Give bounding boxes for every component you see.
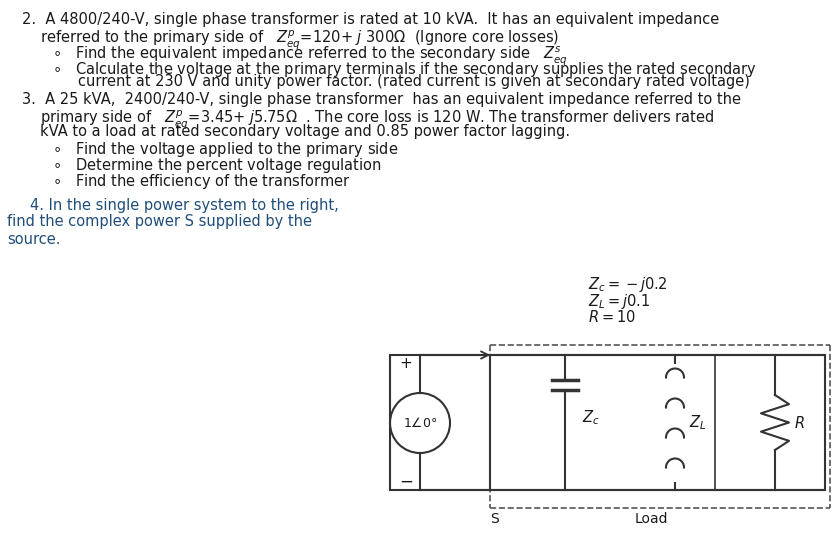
Text: Load: Load — [635, 512, 669, 526]
Bar — [390, 355, 825, 490]
Text: 3.  A 25 kVA,  2400/240-V, single phase transformer  has an equivalent impedance: 3. A 25 kVA, 2400/240-V, single phase tr… — [22, 92, 741, 107]
Text: $1\angle 0°$: $1\angle 0°$ — [403, 416, 437, 430]
Text: $\circ$   Determine the percent voltage regulation: $\circ$ Determine the percent voltage re… — [52, 156, 382, 175]
Text: $R = 10$: $R = 10$ — [588, 309, 636, 325]
Text: $Z_L = j0.1$: $Z_L = j0.1$ — [588, 292, 650, 311]
Text: $\circ$   Find the voltage applied to the primary side: $\circ$ Find the voltage applied to the … — [52, 140, 399, 159]
Text: S: S — [490, 512, 498, 526]
Text: $R$: $R$ — [794, 414, 805, 430]
Text: $\circ$   Find the efficiency of the transformer: $\circ$ Find the efficiency of the trans… — [52, 172, 351, 191]
Text: primary side of   $Z^p_{eq}$=3.45+ $j$5.75$\Omega$  . The core loss is 120 W. Th: primary side of $Z^p_{eq}$=3.45+ $j$5.75… — [40, 108, 714, 131]
Text: $\circ$   Calculate the voltage at the primary terminals if the secondary suppli: $\circ$ Calculate the voltage at the pri… — [52, 60, 757, 79]
Text: $\circ$   Find the equivalent impedance referred to the secondary side   $Z^s_{e: $\circ$ Find the equivalent impedance re… — [52, 44, 568, 67]
Text: +: + — [399, 356, 413, 371]
Text: source.: source. — [7, 232, 60, 247]
Text: current at 230 V and unity power factor. (rated current is given at secondary ra: current at 230 V and unity power factor.… — [78, 74, 750, 89]
Text: $Z_L$: $Z_L$ — [689, 413, 706, 432]
Text: −: − — [399, 473, 413, 491]
Text: kVA to a load at rated secondary voltage and 0.85 power factor lagging.: kVA to a load at rated secondary voltage… — [40, 124, 571, 139]
Text: 4. In the single power system to the right,: 4. In the single power system to the rig… — [30, 198, 339, 213]
Text: 2.  A 4800/240-V, single phase transformer is rated at 10 kVA.  It has an equiva: 2. A 4800/240-V, single phase transforme… — [22, 12, 719, 27]
Text: $Z_c$: $Z_c$ — [582, 408, 600, 427]
Text: find the complex power S supplied by the: find the complex power S supplied by the — [7, 214, 312, 229]
Text: referred to the primary side of   $Z^p_{eq}$=120+ $j$ 300$\Omega$  (Ignore core : referred to the primary side of $Z^p_{eq… — [40, 28, 559, 51]
Text: $Z_c = -j0.2$: $Z_c = -j0.2$ — [588, 275, 668, 294]
